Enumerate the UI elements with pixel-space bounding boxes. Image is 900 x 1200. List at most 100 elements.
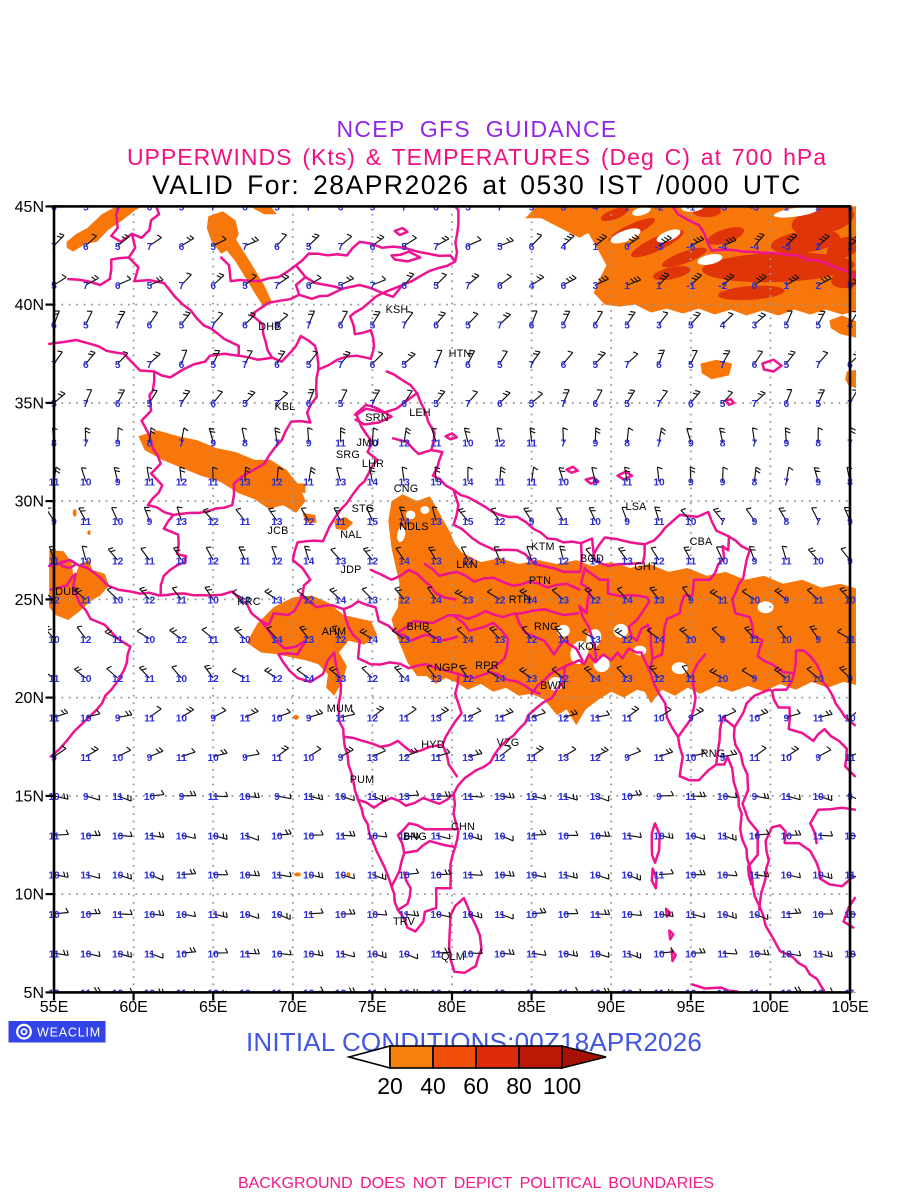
svg-text:BNG: BNG	[403, 831, 427, 843]
svg-text:5: 5	[83, 321, 89, 332]
svg-text:10: 10	[208, 753, 220, 764]
svg-text:10: 10	[685, 989, 697, 1000]
svg-text:11: 11	[240, 674, 251, 685]
svg-text:14: 14	[494, 556, 506, 567]
svg-text:12: 12	[399, 438, 411, 449]
svg-text:14: 14	[367, 635, 379, 646]
svg-text:14: 14	[462, 635, 474, 646]
svg-text:5: 5	[783, 360, 789, 371]
svg-text:80E: 80E	[438, 999, 466, 1016]
svg-text:3: 3	[592, 281, 598, 292]
svg-text:BWN: BWN	[540, 680, 566, 692]
svg-text:6: 6	[465, 242, 471, 253]
svg-text:10: 10	[813, 674, 825, 685]
svg-text:4: 4	[720, 321, 726, 332]
svg-text:11: 11	[463, 989, 474, 1000]
svg-text:CHN: CHN	[451, 821, 475, 833]
svg-text:10: 10	[176, 910, 188, 921]
svg-text:9: 9	[783, 438, 789, 449]
svg-text:10: 10	[590, 989, 602, 1000]
svg-text:10: 10	[653, 831, 665, 842]
svg-text:14: 14	[430, 596, 442, 607]
svg-text:10: 10	[80, 910, 92, 921]
svg-text:HYD: HYD	[421, 739, 444, 751]
svg-text:6: 6	[370, 242, 376, 253]
svg-text:6: 6	[179, 360, 185, 371]
svg-text:7: 7	[561, 399, 567, 410]
svg-text:13: 13	[494, 792, 506, 803]
svg-text:10: 10	[144, 792, 156, 803]
svg-text:11: 11	[399, 714, 410, 725]
svg-text:9: 9	[115, 714, 121, 725]
svg-text:3: 3	[561, 203, 567, 214]
svg-text:10: 10	[80, 478, 92, 489]
svg-text:10: 10	[717, 556, 729, 567]
svg-text:9: 9	[83, 792, 89, 803]
svg-text:6: 6	[370, 360, 376, 371]
svg-text:9: 9	[338, 753, 344, 764]
svg-text:12: 12	[271, 674, 283, 685]
svg-text:95E: 95E	[677, 999, 705, 1016]
svg-text:5: 5	[401, 360, 407, 371]
svg-text:5: 5	[242, 399, 248, 410]
svg-text:11: 11	[654, 989, 665, 1000]
svg-text:11: 11	[654, 753, 665, 764]
svg-text:9: 9	[210, 438, 216, 449]
svg-text:11: 11	[781, 674, 792, 685]
svg-text:9: 9	[210, 714, 216, 725]
svg-text:12: 12	[208, 517, 220, 528]
svg-text:WEACLIM: WEACLIM	[37, 1026, 101, 1040]
svg-text:7: 7	[401, 203, 407, 214]
svg-text:40N: 40N	[15, 297, 44, 314]
svg-text:10: 10	[335, 792, 347, 803]
svg-text:7: 7	[83, 438, 89, 449]
svg-text:11: 11	[367, 989, 378, 1000]
svg-text:7: 7	[783, 478, 789, 489]
svg-text:11: 11	[622, 949, 633, 960]
svg-text:14: 14	[399, 517, 411, 528]
svg-text:14: 14	[303, 556, 315, 567]
svg-text:10: 10	[462, 831, 474, 842]
svg-text:10: 10	[653, 910, 665, 921]
svg-text:12: 12	[494, 753, 506, 764]
svg-text:4: 4	[592, 203, 598, 214]
svg-text:11: 11	[240, 714, 251, 725]
svg-text:70E: 70E	[279, 999, 307, 1016]
svg-text:10: 10	[144, 989, 156, 1000]
svg-text:9: 9	[752, 674, 758, 685]
svg-text:11: 11	[622, 831, 633, 842]
svg-text:10: 10	[749, 596, 761, 607]
svg-text:11: 11	[240, 831, 251, 842]
svg-text:12: 12	[590, 753, 602, 764]
svg-text:11: 11	[240, 517, 251, 528]
svg-text:9: 9	[688, 596, 694, 607]
svg-text:10N: 10N	[15, 887, 44, 904]
svg-text:10: 10	[271, 949, 283, 960]
svg-text:10: 10	[685, 517, 697, 528]
svg-text:1: 1	[624, 281, 630, 292]
svg-text:9: 9	[624, 753, 630, 764]
svg-text:11: 11	[558, 517, 569, 528]
svg-text:VZG: VZG	[497, 737, 520, 749]
svg-text:12: 12	[430, 635, 442, 646]
svg-text:JMU: JMU	[357, 437, 380, 449]
svg-text:10: 10	[813, 871, 825, 882]
svg-text:BACKGROUND DOES NOT DEPICT POL: BACKGROUND DOES NOT DEPICT POLITICAL BOU…	[238, 1175, 714, 1192]
svg-text:5N: 5N	[24, 985, 44, 1002]
svg-text:11: 11	[240, 556, 251, 567]
svg-text:11: 11	[144, 478, 155, 489]
svg-text:13: 13	[239, 478, 251, 489]
svg-text:9: 9	[179, 792, 185, 803]
svg-text:6: 6	[274, 242, 280, 253]
svg-text:11: 11	[80, 989, 91, 1000]
svg-text:8: 8	[624, 438, 630, 449]
svg-text:5: 5	[115, 360, 121, 371]
svg-text:10: 10	[558, 910, 570, 921]
svg-text:14: 14	[526, 596, 538, 607]
svg-text:10: 10	[176, 831, 188, 842]
svg-text:10: 10	[717, 871, 729, 882]
svg-text:10: 10	[685, 753, 697, 764]
svg-text:6: 6	[433, 203, 439, 214]
svg-text:9: 9	[815, 478, 821, 489]
svg-text:11: 11	[685, 674, 696, 685]
